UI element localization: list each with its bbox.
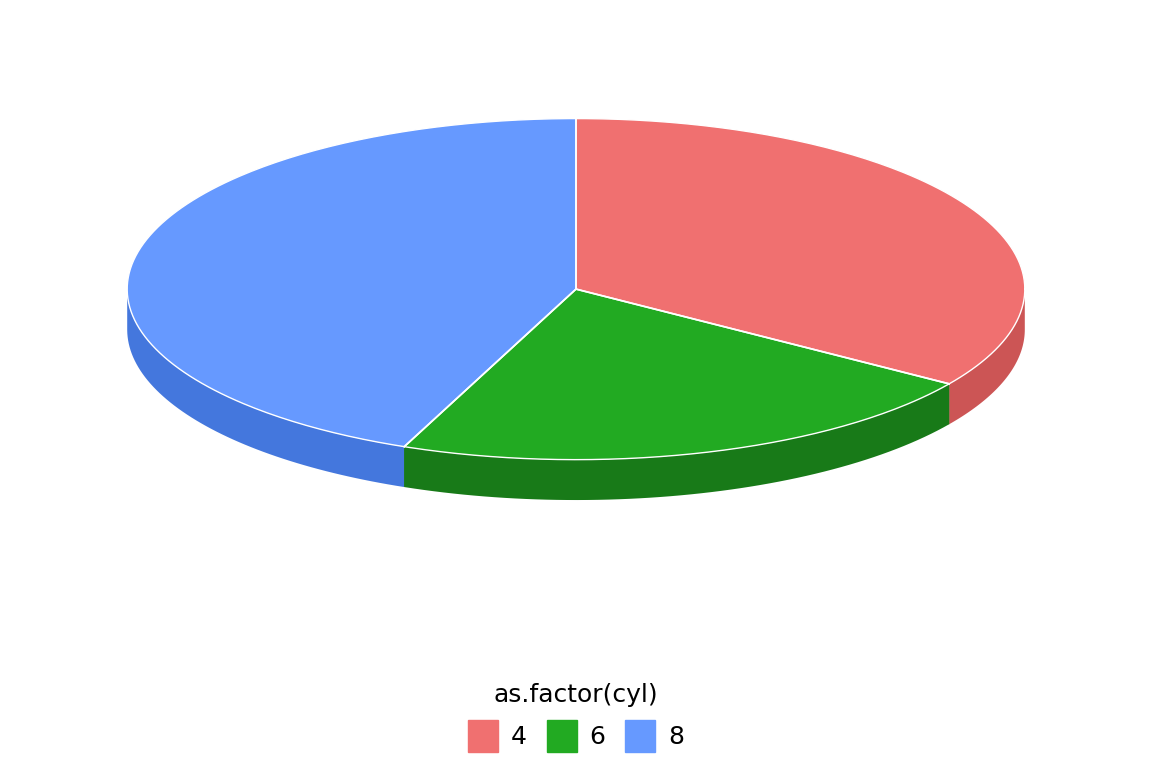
Polygon shape (404, 289, 576, 487)
Polygon shape (576, 289, 949, 424)
Legend: 4, 6, 8: 4, 6, 8 (458, 673, 694, 762)
Polygon shape (127, 118, 576, 447)
Polygon shape (576, 118, 1025, 384)
Polygon shape (127, 290, 404, 487)
Polygon shape (404, 289, 576, 487)
Polygon shape (404, 384, 949, 500)
Polygon shape (404, 289, 949, 459)
Polygon shape (576, 289, 949, 424)
Polygon shape (949, 290, 1025, 424)
